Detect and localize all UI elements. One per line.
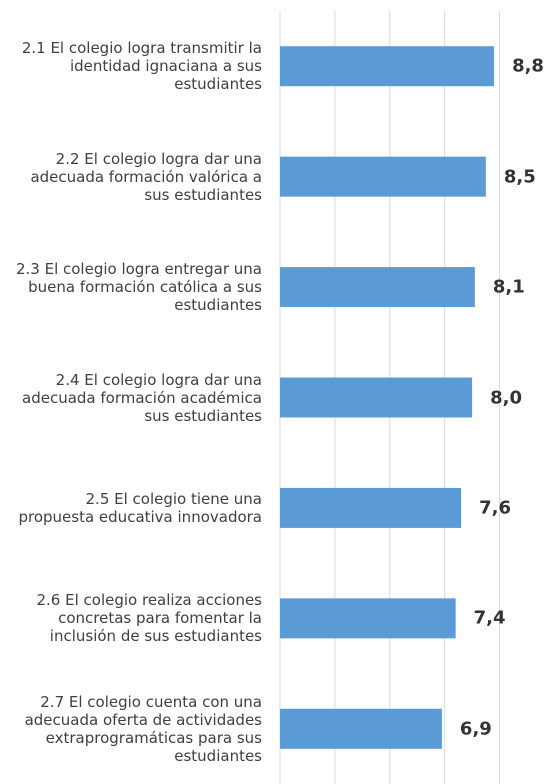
value-label: 8,8 xyxy=(512,55,544,77)
category-label: 2.3 El colegio logra entregar una buena … xyxy=(15,260,262,315)
bar xyxy=(280,46,495,87)
category-label: 2.5 El colegio tiene una propuesta educa… xyxy=(18,489,262,526)
bar xyxy=(280,377,473,418)
bar xyxy=(280,708,442,749)
bar xyxy=(280,598,456,639)
value-label: 8,1 xyxy=(492,276,525,298)
value-label: 8,5 xyxy=(503,166,536,188)
category-label: 2.4 El colegio logra dar una adecuada fo… xyxy=(22,370,262,425)
value-label: 6,9 xyxy=(459,718,492,740)
category-label: 2.6 El colegio realiza acciones concreta… xyxy=(36,591,263,646)
value-label: 7,4 xyxy=(473,607,506,629)
category-label: 2.2 El colegio logra dar una adecuada fo… xyxy=(30,149,262,204)
value-label: 7,6 xyxy=(479,497,512,519)
bar xyxy=(280,156,486,197)
bar xyxy=(280,267,475,308)
category-label: 2.7 El colegio cuenta con una adecuada o… xyxy=(24,692,262,765)
value-label: 8,0 xyxy=(490,387,522,408)
bar xyxy=(280,487,462,528)
category-label: 2.1 El colegio logra transmitir la ident… xyxy=(21,39,262,94)
